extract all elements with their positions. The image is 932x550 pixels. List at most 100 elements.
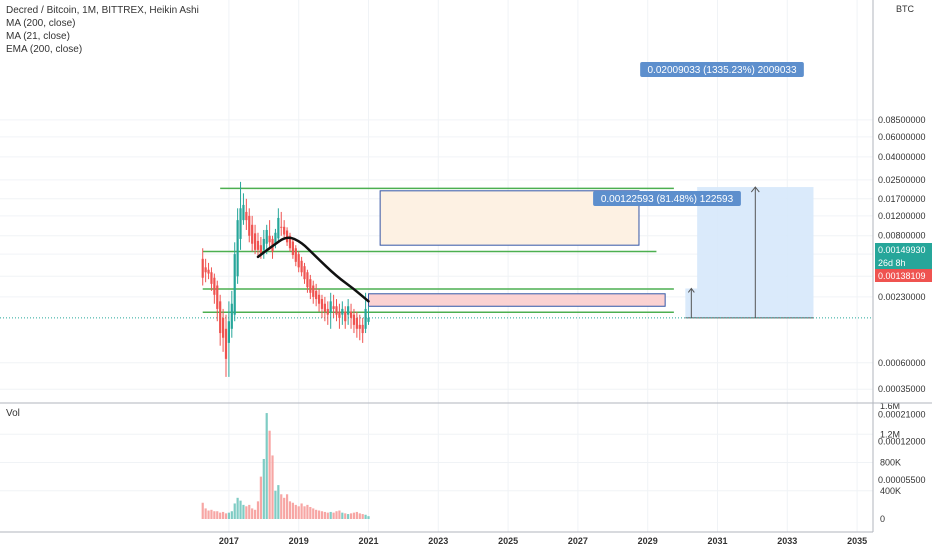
candle-body <box>367 317 370 322</box>
price-tick-label: 0.00800000 <box>878 231 926 241</box>
candle-body <box>253 233 257 250</box>
price-tick-label: 0.00005500 <box>878 475 926 485</box>
time-tick-label: 2027 <box>568 536 588 546</box>
candle-body <box>245 211 248 221</box>
volume-pane-label: Vol <box>6 408 20 419</box>
time-tick-label: 2031 <box>707 536 727 546</box>
candle-body <box>248 215 251 236</box>
volume-bar <box>213 511 216 519</box>
candle-body <box>280 226 283 228</box>
volume-tick-label: 800K <box>880 458 901 468</box>
candle-body <box>344 311 347 322</box>
candle-body <box>221 317 225 338</box>
candle-body <box>332 306 335 309</box>
volume-bars <box>201 413 370 519</box>
trend-curve[interactable] <box>256 236 370 303</box>
volume-bar <box>274 490 277 519</box>
candle-body <box>361 324 364 334</box>
legend-indicator-ma21[interactable]: MA (21, close) <box>6 31 70 42</box>
candle-body <box>210 272 213 284</box>
price-tick-label: 0.00021000 <box>878 409 926 419</box>
candle-body <box>204 267 207 273</box>
candle-body <box>224 328 228 359</box>
volume-bar <box>236 497 239 519</box>
candle-body <box>262 238 265 250</box>
price-tick-label: 0.01700000 <box>878 194 926 204</box>
legend-indicator-ema200[interactable]: EMA (200, close) <box>6 44 83 55</box>
volume-bar <box>245 506 248 519</box>
support-box[interactable] <box>368 293 666 307</box>
price-tick-label: 0.04000000 <box>878 152 926 162</box>
candle-body <box>259 245 262 255</box>
candle-body <box>251 224 254 244</box>
candle-body <box>201 258 204 278</box>
candle-body <box>306 272 309 288</box>
candle-body <box>352 314 356 325</box>
candle-body <box>265 229 268 244</box>
candle-body <box>283 226 286 235</box>
volume-bar <box>317 510 321 519</box>
measure-large-label-box <box>640 62 804 77</box>
volume-bar <box>268 430 271 519</box>
volume-bar <box>224 513 228 519</box>
candle-body <box>277 217 280 239</box>
price-tick-label: 0.02500000 <box>878 175 926 185</box>
candle-body <box>242 204 245 221</box>
measure-large-label: 0.02009033 (1335.23%) 2009033 <box>647 65 796 76</box>
volume-bar <box>242 504 245 519</box>
countdown-tag-bg <box>875 256 932 269</box>
volume-bar <box>227 512 230 519</box>
candle-body <box>213 277 216 295</box>
candle-body <box>338 311 341 318</box>
volume-tick-label: 400K <box>880 486 901 496</box>
candle-body <box>355 317 358 329</box>
candle-body <box>268 235 271 243</box>
current-price-tag: 0.00149930 <box>878 245 926 255</box>
volume-bar <box>283 497 286 519</box>
price-tick-label: 0.00230000 <box>878 292 926 302</box>
volume-bar <box>349 513 353 519</box>
candle-body <box>347 306 350 315</box>
candle-body <box>323 303 326 312</box>
volume-bar <box>219 512 222 519</box>
measure-large-arrowhead <box>750 186 760 193</box>
volume-tick-label: 1.6M <box>880 401 900 411</box>
candle-body <box>329 301 332 312</box>
candle-body <box>320 299 324 309</box>
volume-bar <box>358 513 361 519</box>
volume-bar <box>323 511 326 519</box>
candle-body <box>236 220 239 277</box>
volume-bar <box>300 503 303 519</box>
candle-body <box>233 254 236 315</box>
candle-body <box>326 308 329 315</box>
volume-tick-label: 1.2M <box>880 429 900 439</box>
volume-bar <box>251 508 254 519</box>
price-tick-label: 0.01200000 <box>878 211 926 221</box>
volume-bar <box>262 458 265 519</box>
candle-body <box>303 266 306 280</box>
candle-body <box>341 308 344 315</box>
candle-body <box>291 241 294 256</box>
time-tick-label: 2021 <box>358 536 378 546</box>
candle-body <box>349 311 353 318</box>
low-price-tag-bg <box>875 269 932 282</box>
measure-small-label: 0.00122593 (81.48%) 122593 <box>601 194 734 205</box>
volume-bar <box>265 413 268 519</box>
volume-bar <box>285 494 289 519</box>
legend-indicator-ma200[interactable]: MA (200, close) <box>6 18 76 29</box>
volume-bar <box>303 506 306 519</box>
drawings-front: 0.02009033 (1335.23%) 2009033 0.00122593 … <box>256 62 804 303</box>
price-tick-label: 0.06000000 <box>878 132 926 142</box>
candle-body <box>274 232 277 245</box>
volume-bar <box>335 511 338 519</box>
countdown-tag: 26d 8h <box>878 258 906 268</box>
candle-body <box>288 235 292 249</box>
measure-small-label-box <box>593 191 741 206</box>
candle-body <box>315 290 318 300</box>
volume-bar <box>201 502 204 519</box>
volume-bar <box>320 511 324 519</box>
volume-bar <box>207 510 210 519</box>
candle-body <box>216 285 219 309</box>
volume-bar <box>347 514 350 519</box>
